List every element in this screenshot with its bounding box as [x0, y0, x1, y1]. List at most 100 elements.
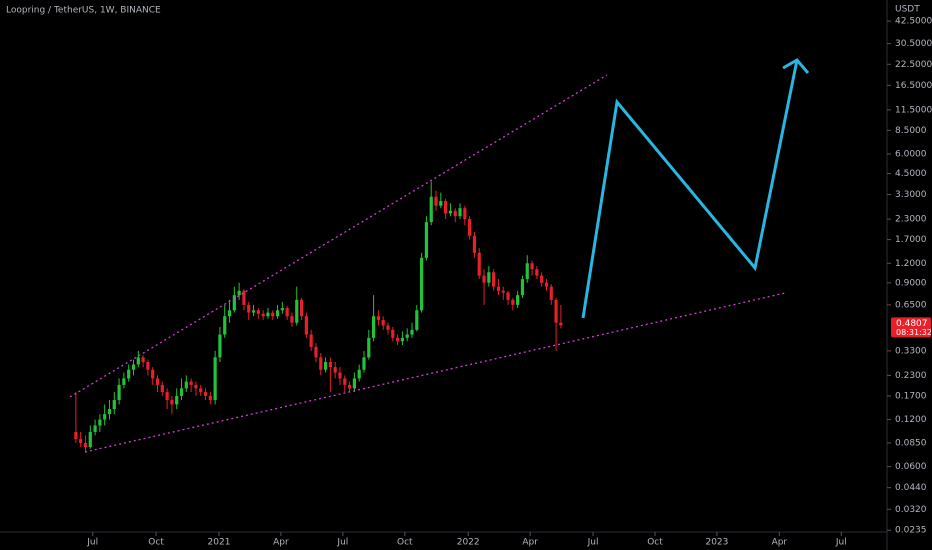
candle-body [376, 316, 380, 321]
candle-body [468, 219, 472, 236]
x-tick-label: Oct [148, 538, 164, 548]
candle-body [520, 279, 525, 296]
candle-body [516, 295, 520, 305]
candle-body [415, 310, 419, 330]
candle-body [328, 362, 332, 368]
candle-body [482, 275, 486, 283]
candle-body [136, 357, 140, 365]
candle-body [367, 337, 371, 358]
candles [74, 181, 563, 452]
candle-body [386, 325, 390, 330]
candle-body [309, 334, 313, 347]
candle-body [165, 392, 169, 401]
y-tick-label: 0.0440 [895, 483, 927, 493]
candle-body [400, 337, 405, 342]
chart-title: Loopring / TetherUS, 1W, BINANCE [6, 6, 161, 16]
y-tick-label: 0.2300 [895, 371, 927, 381]
countdown-label: 08:31:32 [896, 328, 932, 337]
candle-body [463, 208, 467, 220]
candle-body [429, 196, 433, 223]
candle-body [501, 290, 505, 293]
candle-body [314, 346, 318, 358]
y-tick-label: 11.5000 [895, 105, 932, 115]
candle-body [79, 439, 83, 443]
candle-body [117, 384, 121, 401]
y-tick-label: 1.7000 [895, 235, 927, 245]
candle-body [540, 275, 544, 283]
candle-body [496, 286, 501, 291]
x-tick-label: Jul [835, 538, 847, 548]
y-tick-label: 0.3300 [895, 346, 927, 356]
candle-body [103, 414, 107, 420]
candle-body [107, 409, 112, 415]
candle-body [396, 337, 400, 342]
candle-body [199, 388, 203, 393]
candle-body [549, 286, 553, 300]
candle-body [559, 322, 563, 326]
x-tick-label: Jul [336, 538, 348, 548]
candle-body [242, 290, 246, 305]
candle-body [420, 257, 424, 311]
candle-body [141, 357, 145, 363]
candle-body [439, 201, 443, 206]
candle-body [338, 372, 342, 379]
candle-body [381, 320, 385, 326]
candle-body [424, 222, 429, 258]
candle-body [203, 392, 208, 396]
x-tick-label: Apr [273, 538, 289, 548]
y-tick-label: 4.5000 [895, 169, 927, 179]
candle-body [405, 334, 409, 338]
candle-body [295, 299, 299, 323]
candle-body [544, 282, 549, 287]
candle-body [247, 304, 251, 313]
projection-path [581, 59, 799, 319]
y-tick-label: 6.0000 [895, 150, 927, 160]
x-tick-label: Jul [587, 538, 599, 548]
y-tick-label: 1.2000 [895, 259, 927, 269]
candle-body [448, 210, 453, 214]
candle-body [213, 357, 217, 401]
candle-body [487, 272, 491, 283]
candle-body [74, 431, 78, 440]
y-tick-label: 0.0600 [895, 462, 927, 472]
candle-body [535, 269, 539, 276]
y-tick-label: 30.5000 [895, 39, 932, 49]
candle-body [131, 364, 136, 370]
y-tick-label: 0.6500 [895, 300, 927, 310]
candle-body [280, 308, 284, 311]
candle-body [434, 196, 438, 206]
projection-arrowhead [782, 58, 810, 74]
candle-body [218, 334, 222, 358]
candle-body [227, 310, 232, 317]
price-tag-label: 0.4807 [896, 319, 928, 329]
candle-body [194, 384, 198, 389]
candle-body [530, 263, 534, 270]
candle-body [299, 299, 304, 317]
y-tick-label: 0.0850 [895, 438, 927, 448]
candle-body [347, 384, 352, 389]
candle-body [208, 395, 212, 401]
candle-body [554, 299, 558, 323]
price-tag [891, 317, 931, 338]
candle-body [362, 357, 366, 370]
candle-body [333, 367, 337, 373]
candle-body [525, 263, 529, 280]
candle-body [256, 310, 260, 314]
candle-body [371, 316, 376, 338]
y-tick-label: 2.3000 [895, 215, 927, 225]
candle-body [444, 201, 448, 214]
x-tick-label: Apr [772, 538, 788, 548]
candle-body [410, 329, 414, 335]
candle-body [275, 310, 280, 317]
y-tick-label: 16.5000 [895, 81, 932, 91]
candle-body [492, 272, 496, 287]
candle-body [83, 442, 88, 448]
y-tick-label: 0.1700 [895, 391, 927, 401]
x-tick-label: 2021 [208, 538, 231, 548]
candle-body [160, 384, 164, 393]
candle-body [98, 419, 102, 426]
candle-body [357, 369, 361, 379]
candle-body [271, 312, 275, 317]
y-tick-label: 0.0235 [895, 526, 927, 536]
